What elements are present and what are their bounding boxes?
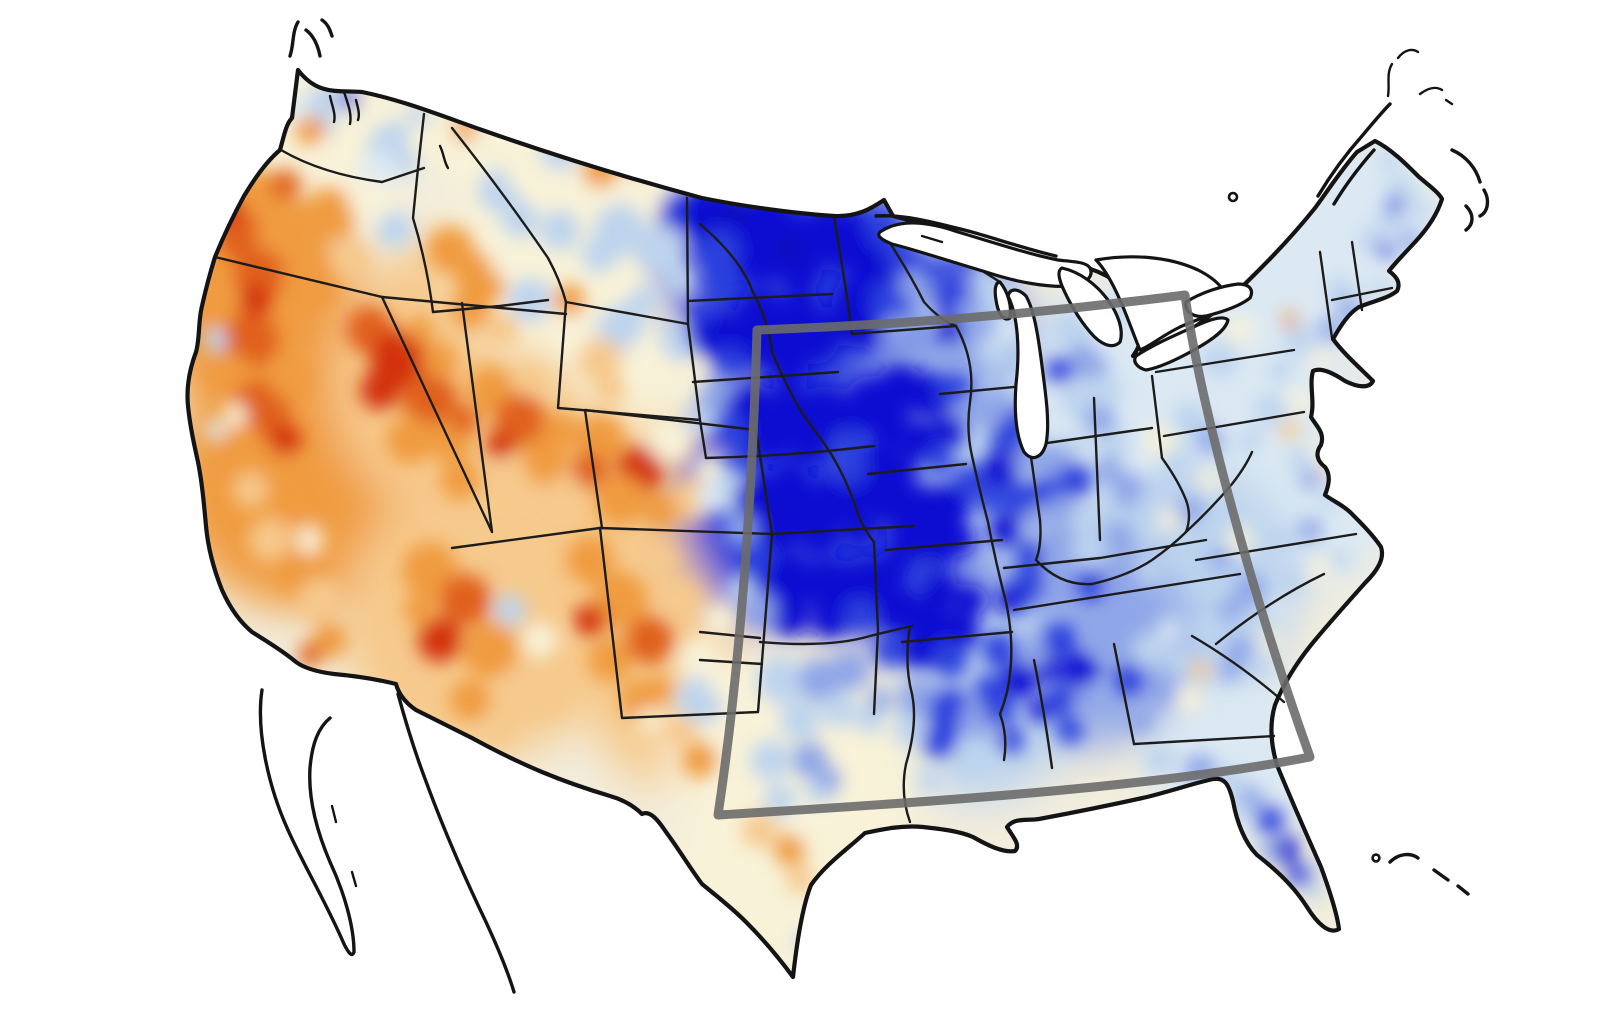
superior-north-shore (874, 214, 1058, 258)
field-detail-layer (199, 84, 1430, 950)
isle-royale (920, 234, 944, 244)
lake-michigan (1006, 288, 1050, 460)
nova-scotia (1450, 148, 1490, 232)
lake-ontario (1184, 282, 1254, 318)
quebec-squiggles (1386, 48, 1454, 106)
bahamas-dot (1371, 853, 1381, 863)
state-borders (213, 112, 1394, 824)
st-lawrence-river (1316, 102, 1392, 206)
mexico-mainland-coast (396, 692, 516, 994)
bahamas (1388, 852, 1470, 896)
canada-river-dash (438, 144, 450, 170)
vancouver-island (288, 18, 334, 58)
small-island-dot (1227, 191, 1239, 203)
region-highlight-box (713, 290, 1315, 820)
baja-california (258, 688, 356, 957)
puget-sound-inlets (328, 90, 361, 126)
gulf-of-california-islands (330, 804, 358, 888)
non-us-decor (258, 18, 1490, 994)
